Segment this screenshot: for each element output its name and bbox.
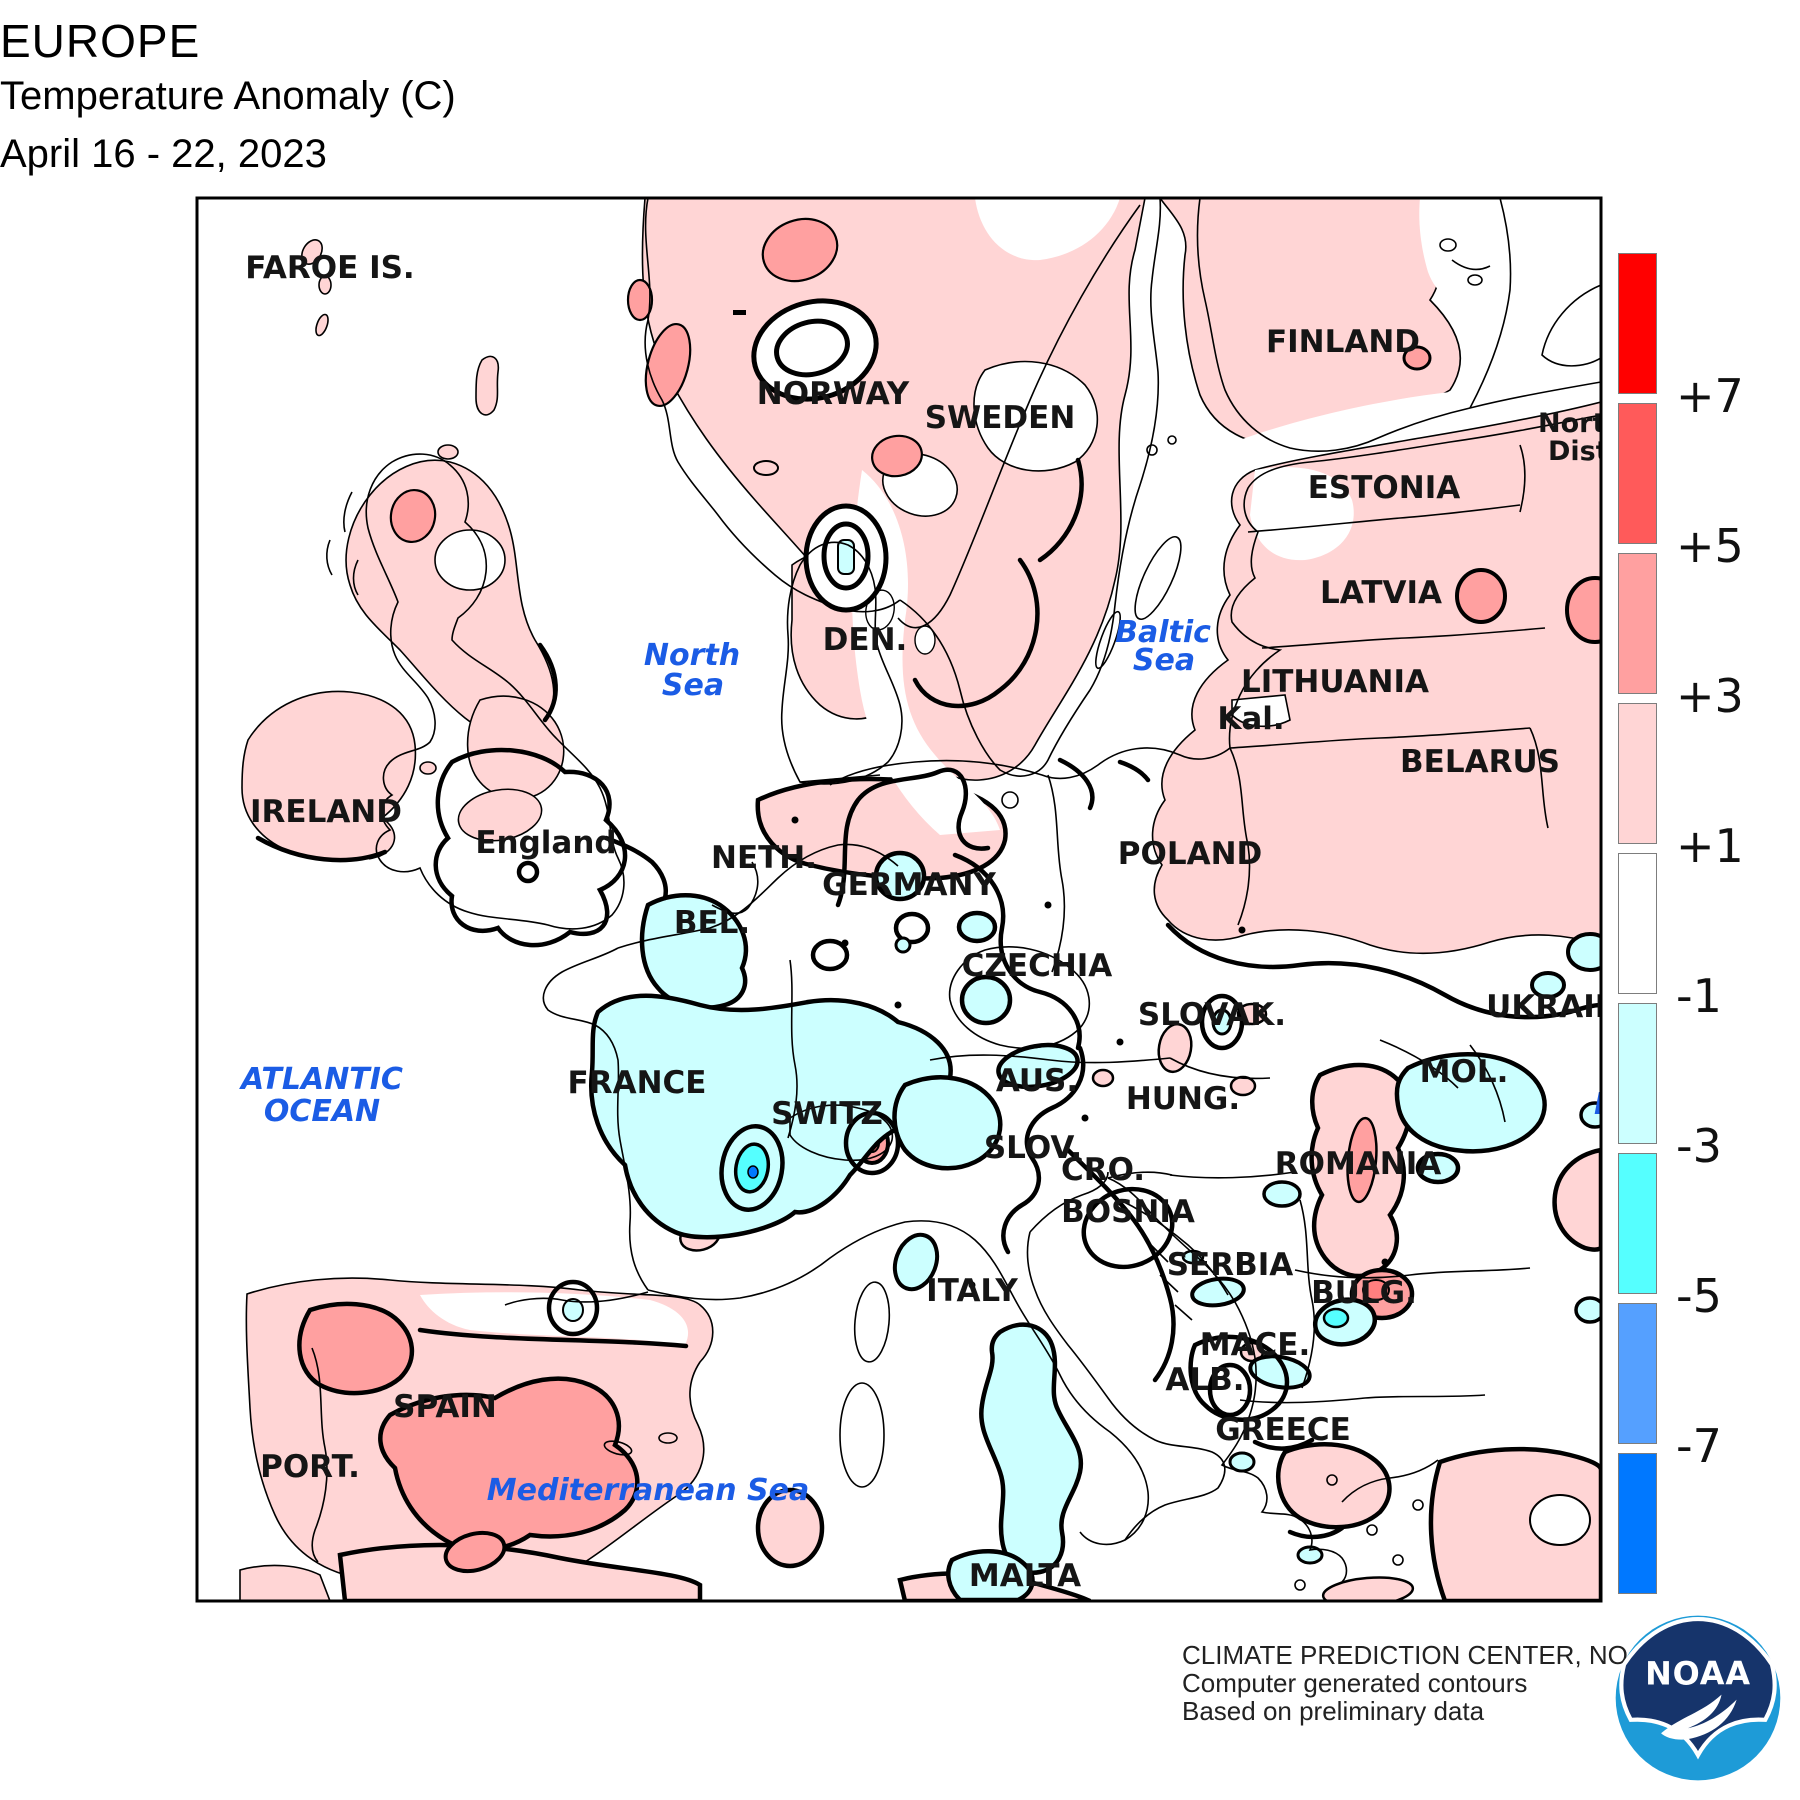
label-norway: NORWAY: [757, 376, 910, 412]
label-mediterranean: Mediterranean Sea: [487, 1473, 809, 1508]
label-macedonia: MACE.: [1200, 1327, 1311, 1363]
label-finland: FINLAND: [1266, 324, 1420, 360]
label-romania: ROMANIA: [1275, 1146, 1442, 1182]
label-bulgaria: BULG.: [1311, 1275, 1417, 1311]
label-france: FRANCE: [568, 1065, 707, 1101]
legend-swatch-2: [1618, 553, 1657, 694]
map-frame: [195, 196, 1603, 1603]
contour-lines-thick: [255, 457, 1601, 1540]
label-northwest-district-1: Northw: [1538, 408, 1650, 439]
noaa-logo: NOAA: [1615, 1615, 1781, 1781]
label-estonia: ESTONIA: [1308, 470, 1460, 506]
credits-block: CLIMATE PREDICTION CENTER, NOAA Computer…: [1182, 1641, 1663, 1725]
label-ireland: IRELAND: [250, 794, 402, 830]
label-belarus: BELARUS: [1400, 744, 1560, 780]
credits-line-2: Computer generated contours: [1182, 1668, 1528, 1698]
label-sweden: SWEDEN: [925, 400, 1076, 436]
label-spain: SPAIN: [393, 1389, 497, 1425]
label-netherlands: NETH.: [711, 840, 817, 876]
legend-tick-m1: -1: [1676, 969, 1722, 1023]
map-labels: FAROE IS. NORWAY SWEDEN FINLAND ESTONIA …: [239, 250, 1650, 1594]
strong-positive-patches: [297, 217, 1601, 1574]
label-slovenia: SLOV.: [984, 1130, 1082, 1166]
label-portugal: PORT.: [260, 1449, 360, 1485]
legend-swatch-8: [1618, 1453, 1657, 1594]
label-malta: MALTA: [969, 1558, 1081, 1594]
legend-tick-p3: +3: [1676, 669, 1744, 723]
credits-line-3: Based on preliminary data: [1182, 1696, 1485, 1726]
near-normal-patches: [255, 198, 1601, 1546]
label-baltic-sea-2: Sea: [1133, 643, 1195, 678]
legend-swatch-6: [1618, 1153, 1657, 1294]
legend-tick-m3: -3: [1676, 1119, 1722, 1173]
credits-line-1: CLIMATE PREDICTION CENTER, NOAA: [1182, 1640, 1663, 1670]
label-ukraine: UKRAINE: [1486, 989, 1642, 1025]
label-czechia: CZECHIA: [962, 948, 1113, 984]
label-atlantic-2: OCEAN: [264, 1094, 380, 1129]
noaa-logo-bird-icon: [1661, 1694, 1737, 1740]
label-hungary: HUNG.: [1126, 1081, 1240, 1117]
legend-tick-p1: +1: [1676, 819, 1744, 873]
label-germany: GERMANY: [822, 867, 996, 903]
label-north-sea-1: North: [644, 638, 740, 673]
legend-tick-p7: +7: [1676, 369, 1744, 423]
contour-specks: [791, 816, 1389, 1289]
noaa-logo-text: NOAA: [1645, 1655, 1751, 1693]
legend-tick-p5: +5: [1676, 519, 1744, 573]
page-title: EUROPE: [0, 15, 201, 67]
label-albania: ALB.: [1165, 1362, 1244, 1398]
date-range: April 16 - 22, 2023: [0, 132, 327, 176]
label-lithuania: LITHUANIA: [1241, 664, 1429, 700]
label-black-sea-clipped: B: [1594, 1087, 1617, 1122]
label-slovakia: SLOVAK.: [1138, 997, 1286, 1033]
label-northwest-district-2: Distri: [1548, 436, 1631, 467]
label-england: England: [475, 825, 616, 861]
label-switzerland: SWITZ: [771, 1096, 883, 1132]
map-field: FAROE IS. NORWAY SWEDEN FINLAND ESTONIA …: [239, 198, 1650, 1601]
legend-swatch-0: [1618, 253, 1657, 394]
label-belgium: BEL.: [674, 905, 750, 941]
page-subtitle: Temperature Anomaly (C): [0, 74, 456, 118]
legend-swatch-3: [1618, 703, 1657, 844]
label-moldova: MOL.: [1420, 1054, 1509, 1090]
label-austria: AUS.: [996, 1063, 1078, 1099]
label-baltic-sea-1: Baltic: [1115, 615, 1211, 650]
legend-swatch-7: [1618, 1303, 1657, 1444]
label-bosnia: BOSNIA: [1061, 1194, 1195, 1230]
label-kaliningrad: Kal.: [1217, 701, 1284, 737]
legend-tick-m7: -7: [1676, 1419, 1722, 1473]
label-faroe-is: FAROE IS.: [245, 250, 414, 286]
label-italy: ITALY: [926, 1273, 1018, 1309]
label-greece: GREECE: [1215, 1412, 1351, 1448]
label-poland: POLAND: [1118, 836, 1263, 872]
legend-tick-m5: -5: [1676, 1269, 1722, 1323]
label-atlantic-1: ATLANTIC: [239, 1062, 403, 1097]
noaa-logo-shell: [1619, 1616, 1777, 1760]
label-latvia: LATVIA: [1320, 575, 1442, 611]
label-north-sea-2: Sea: [662, 668, 724, 703]
legend-swatch-5: [1618, 1003, 1657, 1144]
label-serbia: SERBIA: [1167, 1247, 1294, 1283]
legend-swatch-4: [1618, 853, 1657, 994]
legend-swatch-1: [1618, 403, 1657, 544]
coastlines-and-borders: [311, 198, 1601, 1591]
label-croatia: CRO.: [1061, 1152, 1145, 1188]
label-denmark: DEN.: [823, 622, 908, 658]
